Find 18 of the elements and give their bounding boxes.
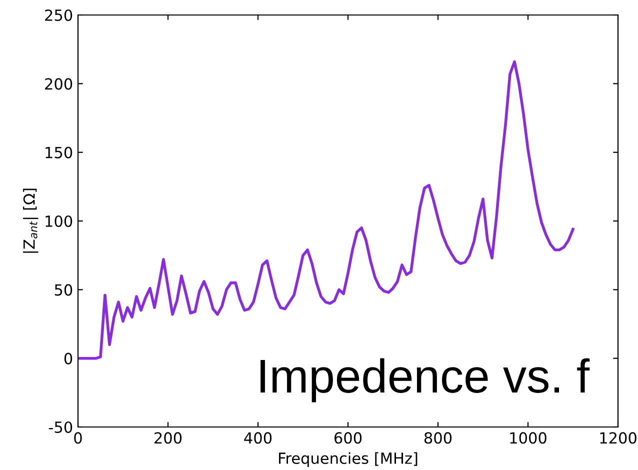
y-tick-label: 50 <box>54 284 72 296</box>
x-tick-label: 400 <box>244 432 272 444</box>
y-tick-label: 100 <box>46 215 72 228</box>
y-tick-label: 150 <box>46 146 72 158</box>
y-tick-label: -50 <box>48 421 72 434</box>
x-tick-label: 0 <box>74 432 82 444</box>
x-axis-title: Frequencies [MHz] <box>279 452 418 467</box>
line-series <box>78 60 574 360</box>
x-tick-label: 200 <box>154 432 182 444</box>
x-tick-label: 1200 <box>600 432 636 444</box>
y-tick-label: 200 <box>45 78 72 90</box>
x-tick-label: 800 <box>424 432 452 444</box>
x-tick-label: 600 <box>334 432 362 444</box>
annotation: Impedence vs. f <box>260 358 590 402</box>
y-tick-label: 250 <box>45 9 72 22</box>
y-axis-title: |Z$_{ant}$| [Ω] <box>22 188 38 253</box>
y-tick-label: 0 <box>64 352 72 364</box>
x-tick-label: 1000 <box>510 432 546 444</box>
